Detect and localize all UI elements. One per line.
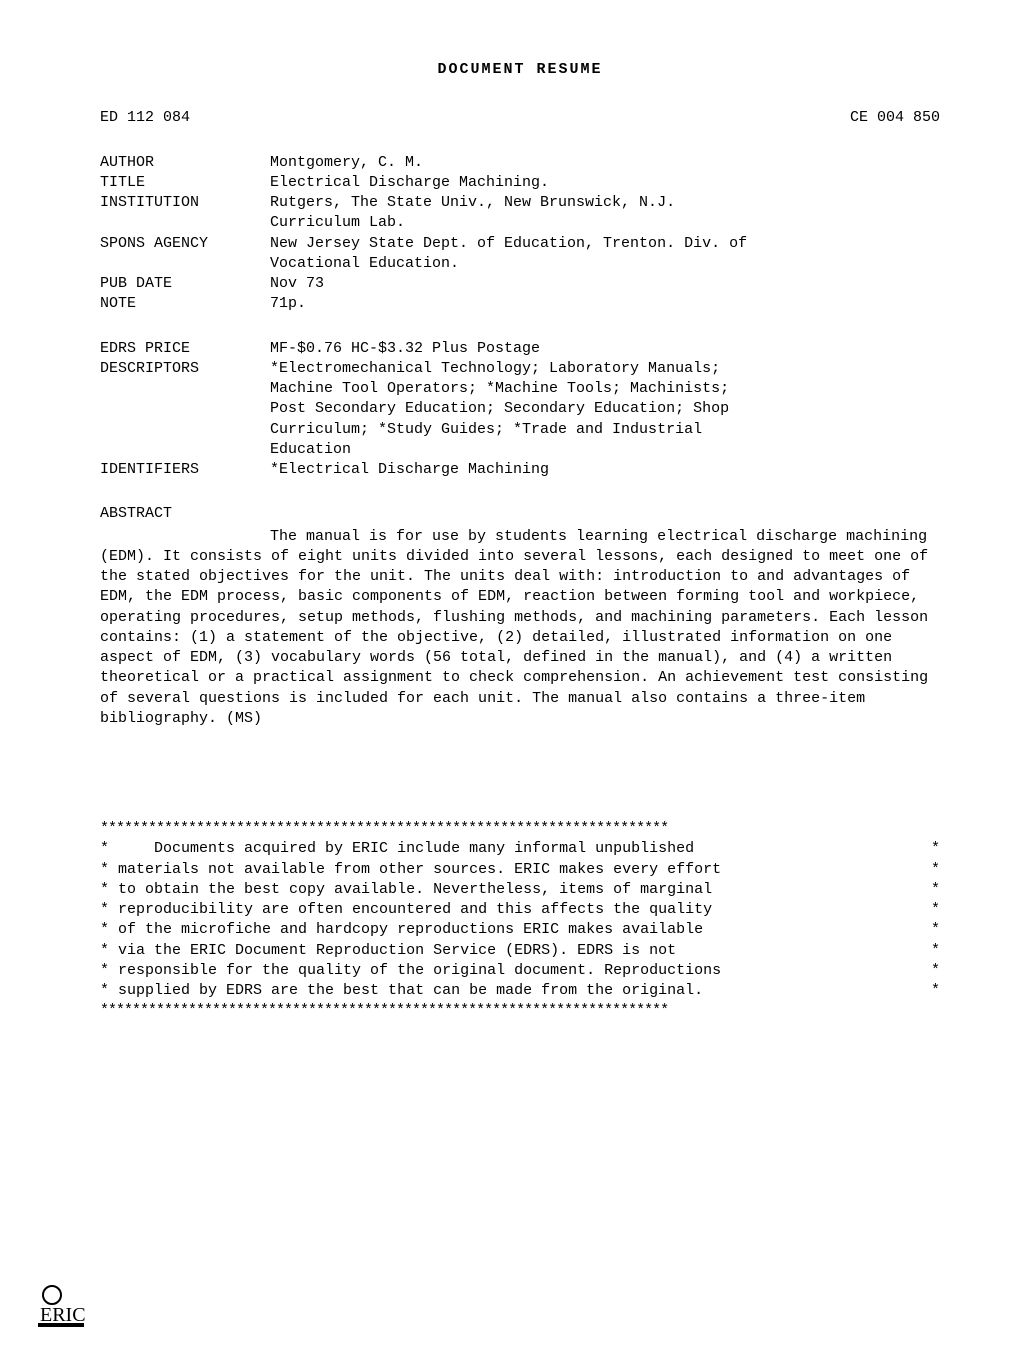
meta-block-1: AUTHORMontgomery, C. M.TITLEElectrical D… [100, 153, 940, 315]
meta-row: NOTE71p. [100, 294, 940, 314]
meta-value: *Electromechanical Technology; Laborator… [270, 359, 940, 460]
star-left: * [100, 880, 109, 900]
star-right: * [931, 941, 940, 961]
star-right: * [931, 860, 940, 880]
star-line-bottom: ****************************************… [100, 1001, 940, 1021]
disclaimer-text: responsible for the quality of the origi… [109, 961, 931, 981]
disclaimer-text: via the ERIC Document Reproduction Servi… [109, 941, 931, 961]
star-left: * [100, 981, 109, 1001]
star-left: * [100, 839, 109, 859]
disclaimer-text: of the microfiche and hardcopy reproduct… [109, 920, 931, 940]
meta-row: AUTHORMontgomery, C. M. [100, 153, 940, 173]
meta-row: TITLEElectrical Discharge Machining. [100, 173, 940, 193]
abstract-label: ABSTRACT [100, 504, 940, 524]
disclaimer-text: to obtain the best copy available. Never… [109, 880, 931, 900]
eric-logo-text: ERIC [40, 1304, 86, 1326]
disclaimer-text: Documents acquired by ERIC include many … [109, 839, 931, 859]
disclaimer-block: * Documents acquired by ERIC include man… [100, 839, 940, 1001]
meta-value: Nov 73 [270, 274, 940, 294]
meta-value: Electrical Discharge Machining. [270, 173, 940, 193]
document-page: DOCUMENT RESUME ED 112 084 CE 004 850 AU… [0, 0, 1020, 1082]
disclaimer-line: * via the ERIC Document Reproduction Ser… [100, 941, 940, 961]
disclaimer-line: * to obtain the best copy available. Nev… [100, 880, 940, 900]
ce-number: CE 004 850 [850, 108, 940, 128]
star-line-top: ****************************************… [100, 819, 940, 839]
meta-value: 71p. [270, 294, 940, 314]
header-row: ED 112 084 CE 004 850 [100, 108, 940, 128]
meta-value: New Jersey State Dept. of Education, Tre… [270, 234, 940, 275]
meta-label: TITLE [100, 173, 270, 193]
meta-block-2: EDRS PRICEMF-$0.76 HC-$3.32 Plus Postage… [100, 339, 940, 481]
doc-title: DOCUMENT RESUME [100, 60, 940, 80]
meta-label: SPONS AGENCY [100, 234, 270, 254]
meta-row: SPONS AGENCYNew Jersey State Dept. of Ed… [100, 234, 940, 275]
meta-label: INSTITUTION [100, 193, 270, 213]
star-left: * [100, 941, 109, 961]
star-left: * [100, 860, 109, 880]
disclaimer-line: * responsible for the quality of the ori… [100, 961, 940, 981]
meta-label: NOTE [100, 294, 270, 314]
meta-value: MF-$0.76 HC-$3.32 Plus Postage [270, 339, 940, 359]
meta-label: AUTHOR [100, 153, 270, 173]
disclaimer-line: * Documents acquired by ERIC include man… [100, 839, 940, 859]
meta-row: IDENTIFIERS*Electrical Discharge Machini… [100, 460, 940, 480]
meta-value: *Electrical Discharge Machining [270, 460, 940, 480]
star-right: * [931, 981, 940, 1001]
meta-label: DESCRIPTORS [100, 359, 270, 379]
disclaimer-line: * supplied by EDRS are the best that can… [100, 981, 940, 1001]
abstract-body: The manual is for use by students learni… [100, 527, 940, 730]
meta-row: PUB DATENov 73 [100, 274, 940, 294]
meta-row: INSTITUTIONRutgers, The State Univ., New… [100, 193, 940, 234]
meta-value: Rutgers, The State Univ., New Brunswick,… [270, 193, 940, 234]
meta-label: EDRS PRICE [100, 339, 270, 359]
star-left: * [100, 920, 109, 940]
disclaimer-text: supplied by EDRS are the best that can b… [109, 981, 931, 1001]
meta-label: IDENTIFIERS [100, 460, 270, 480]
star-right: * [931, 961, 940, 981]
disclaimer-line: * materials not available from other sou… [100, 860, 940, 880]
disclaimer-text: reproducibility are often encountered an… [109, 900, 931, 920]
disclaimer-line: * reproducibility are often encountered … [100, 900, 940, 920]
meta-row: EDRS PRICEMF-$0.76 HC-$3.32 Plus Postage [100, 339, 940, 359]
meta-row: DESCRIPTORS*Electromechanical Technology… [100, 359, 940, 460]
meta-label: PUB DATE [100, 274, 270, 294]
star-left: * [100, 961, 109, 981]
meta-value: Montgomery, C. M. [270, 153, 940, 173]
disclaimer-line: * of the microfiche and hardcopy reprodu… [100, 920, 940, 940]
disclaimer-text: materials not available from other sourc… [109, 860, 931, 880]
eric-logo-icon: ERIC [36, 1281, 96, 1329]
eric-logo: ERIC [36, 1281, 96, 1329]
star-right: * [931, 920, 940, 940]
star-left: * [100, 900, 109, 920]
star-right: * [931, 880, 940, 900]
ed-number: ED 112 084 [100, 108, 190, 128]
star-right: * [931, 900, 940, 920]
star-right: * [931, 839, 940, 859]
abstract-text: The manual is for use by students learni… [100, 528, 928, 727]
